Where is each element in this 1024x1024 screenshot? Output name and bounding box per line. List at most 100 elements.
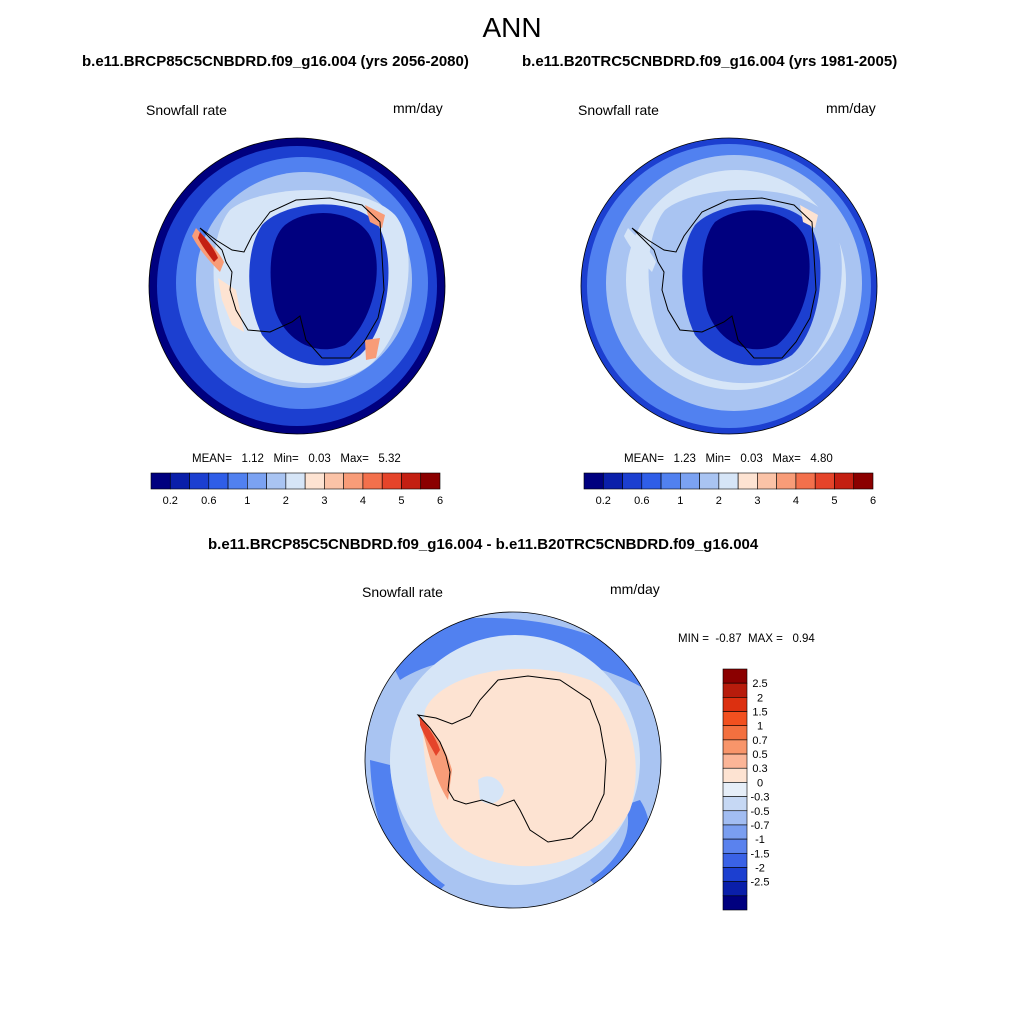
colorbar-tick-label: -1.5: [751, 848, 770, 860]
map2-east-peach: [800, 205, 818, 228]
map1-border: [148, 137, 446, 435]
panel-2-max-value: 4.80: [810, 453, 833, 465]
colorbar-swatch: [722, 852, 748, 868]
colorbar-swatch: [722, 682, 748, 698]
colorbar-swatch: [420, 472, 441, 490]
colorbar-swatch: [324, 472, 344, 490]
colorbar-swatch: [189, 472, 210, 490]
colorbar-tick-label: -2.5: [751, 877, 770, 889]
map-panel-2: [581, 138, 877, 434]
colorbar-swatch: [169, 472, 190, 490]
colorbar-swatch: [722, 739, 748, 755]
map3-coastline: [416, 675, 607, 843]
colorbar-tick-label: 6: [870, 495, 876, 507]
diff-units-label: mm/day: [610, 581, 660, 597]
colorbar-swatch: [660, 472, 681, 490]
colorbar-swatch: [722, 824, 748, 840]
colorbar-swatch: [381, 472, 402, 490]
panel-1-min-value: 0.03: [308, 453, 331, 465]
colorbar-swatch: [795, 472, 816, 490]
map3-border: [364, 611, 662, 909]
panel-2-stats: MEAN= 1.23 Min= 0.03 Max= 4.80: [624, 453, 833, 465]
colorbar-swatch: [641, 472, 662, 490]
colorbar-tick-label: 3: [754, 495, 760, 507]
diff-max-label: MAX =: [748, 633, 783, 645]
panel-2-min-value: 0.03: [740, 453, 763, 465]
colorbar-swatch: [722, 668, 748, 684]
colorbar-tick-label: 0.3: [752, 763, 767, 775]
colorbar-swatch: [362, 472, 383, 490]
map-panel-diff: [365, 612, 661, 908]
colorbar-swatch: [583, 472, 604, 490]
colorbar-tick-label: 0.2: [596, 495, 611, 507]
map1-coast-peach: [218, 278, 244, 332]
colorbar-panel-1: 0.2 0.6 1 2 3 4 5 6: [150, 472, 443, 507]
colorbar-swatch: [208, 472, 229, 490]
map3-blue-band-left: [370, 760, 445, 900]
colorbar-swatch: [602, 472, 623, 490]
panel-2-variable-label: Snowfall rate: [578, 102, 659, 118]
panel-1-units-label: mm/day: [393, 100, 443, 116]
colorbar-swatch: [699, 472, 720, 490]
map3-ross-blue: [478, 776, 504, 804]
colorbar-tick-label: 0.6: [201, 495, 216, 507]
colorbar-tick-label: -0.3: [751, 792, 770, 804]
colorbar-swatch: [722, 838, 748, 854]
colorbar-tick-label: 0.6: [634, 495, 649, 507]
colorbar-swatch: [247, 472, 267, 490]
colorbar-tick-label: -0.5: [751, 806, 770, 818]
colorbar-swatch: [853, 472, 874, 490]
figure-title: ANN: [482, 12, 542, 43]
colorbar-swatch: [622, 472, 643, 490]
colorbar-swatch: [722, 725, 748, 741]
colorbar-tick-label: 5: [398, 495, 404, 507]
colorbar-swatch: [834, 472, 855, 490]
colorbar-tick-label: -2: [755, 862, 765, 874]
panel-2-header: b.e11.B20TRC5CNBDRD.f09_g16.004 (yrs 198…: [522, 53, 898, 70]
colorbar-tick-label: 1.5: [752, 707, 767, 719]
colorbar-swatch: [401, 472, 422, 490]
map3-peach-blob: [423, 668, 636, 867]
panel-2-mean-label: MEAN=: [624, 453, 664, 465]
colorbar-diff: 2.5 2 1.5 1 0.7 0.5 0.3 0 -0.3 -0.5 -0.7 -1 -1.5 -2 -2…: [722, 668, 770, 911]
colorbar-swatch: [285, 472, 306, 490]
colorbar-tick-label: 1: [757, 721, 763, 733]
map1-coastline: [199, 197, 385, 359]
panel-1-stats: MEAN= 1.12 Min= 0.03 Max= 5.32: [192, 453, 401, 465]
colorbar-tick-label: 2: [757, 692, 763, 704]
colorbar-swatch: [722, 867, 748, 882]
colorbar-tick-label: 4: [360, 495, 366, 507]
colorbar-tick-label: 2: [716, 495, 722, 507]
diff-panel-header: b.e11.BRCP85C5CNBDRD.f09_g16.004 - b.e11…: [208, 536, 759, 553]
colorbar-swatch: [227, 472, 248, 490]
panel-1-header: b.e11.BRCP85C5CNBDRD.f09_g16.004 (yrs 20…: [82, 53, 469, 70]
panel-1-mean-value: 1.12: [241, 453, 264, 465]
colorbar-swatch: [718, 472, 739, 490]
panel-1-mean-label: MEAN=: [192, 453, 232, 465]
colorbar-swatch: [722, 753, 748, 769]
diff-variable-label: Snowfall rate: [362, 584, 443, 600]
colorbar-swatch: [737, 472, 758, 490]
colorbar-swatch: [757, 472, 777, 490]
colorbar-swatch: [722, 767, 748, 783]
colorbar-tick-label: 2: [283, 495, 289, 507]
colorbar-swatch: [680, 472, 700, 490]
panel-1-max-label: Max=: [340, 453, 369, 465]
map1-interior-deep: [270, 213, 377, 350]
map-panel-1: [149, 138, 445, 434]
colorbar-swatch: [722, 895, 748, 911]
panel-2-min-label: Min=: [705, 453, 731, 465]
colorbar-swatch: [722, 697, 748, 712]
colorbar-tick-label: 4: [793, 495, 799, 507]
colorbar-tick-label: -0.7: [751, 820, 770, 832]
colorbar-tick-label: 0.5: [752, 749, 767, 761]
colorbar-swatch: [266, 472, 287, 490]
colorbar-swatch: [722, 796, 748, 812]
map2-coastline: [631, 197, 817, 359]
colorbar-tick-label: 1: [244, 495, 250, 507]
colorbar-tick-label: 3: [321, 495, 327, 507]
diff-stats: MIN = -0.87 MAX = 0.94: [678, 633, 815, 645]
colorbar-swatch: [150, 472, 171, 490]
panel-1-min-label: Min=: [273, 453, 299, 465]
colorbar-swatch: [722, 881, 748, 897]
